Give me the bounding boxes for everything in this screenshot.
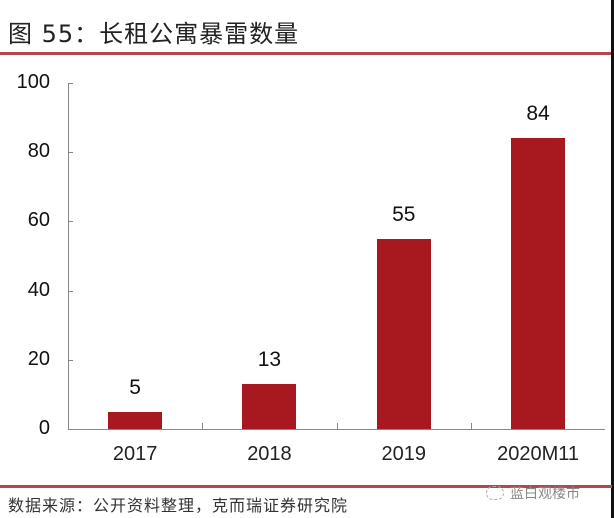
y-tick xyxy=(68,290,73,292)
x-tick xyxy=(470,423,472,429)
y-tick-label: 80 xyxy=(27,140,50,163)
y-tick xyxy=(68,359,73,361)
x-axis xyxy=(68,429,605,430)
bar-chart: 0 20 40 60 80 100 5 2017 13 2018 55 2019 84 2020M11 xyxy=(0,60,612,480)
title-divider xyxy=(0,52,612,55)
x-tick-label: 2018 xyxy=(247,443,292,465)
x-tick xyxy=(336,423,338,429)
figure-title: 图 55：长租公寓暴雷数量 xyxy=(8,20,300,48)
footer-divider xyxy=(0,485,612,488)
y-tick xyxy=(68,83,73,84)
watermark-text: 蓝白观楼市 xyxy=(510,486,580,502)
bar-2018 xyxy=(242,384,297,429)
y-tick-label: 40 xyxy=(27,278,50,301)
bar-2019 xyxy=(376,238,431,429)
x-tick-label: 2017 xyxy=(112,443,158,465)
data-label: 84 xyxy=(526,102,550,126)
y-axis xyxy=(68,83,69,430)
data-label: 13 xyxy=(257,348,282,372)
frame-edge xyxy=(611,0,614,518)
data-label: 55 xyxy=(392,202,416,226)
y-tick xyxy=(68,221,73,223)
y-tick-label: 60 xyxy=(27,209,50,232)
x-tick-label: 2019 xyxy=(381,443,427,465)
x-tick xyxy=(202,423,204,429)
wechat-icon xyxy=(486,486,504,500)
watermark: 蓝白观楼市 xyxy=(486,483,580,503)
bar-2017 xyxy=(108,411,163,429)
data-label: 5 xyxy=(129,375,141,399)
y-tick-label: 20 xyxy=(27,347,50,370)
y-tick xyxy=(68,429,73,430)
source-note: 数据来源：公开资料整理，克而瑞证券研究院 xyxy=(8,496,349,515)
y-tick-label: 0 xyxy=(38,417,50,439)
x-tick-label: 2020M11 xyxy=(497,443,579,465)
y-tick xyxy=(68,152,73,154)
bar-2020M11 xyxy=(511,138,566,429)
y-tick-label: 100 xyxy=(16,71,50,93)
